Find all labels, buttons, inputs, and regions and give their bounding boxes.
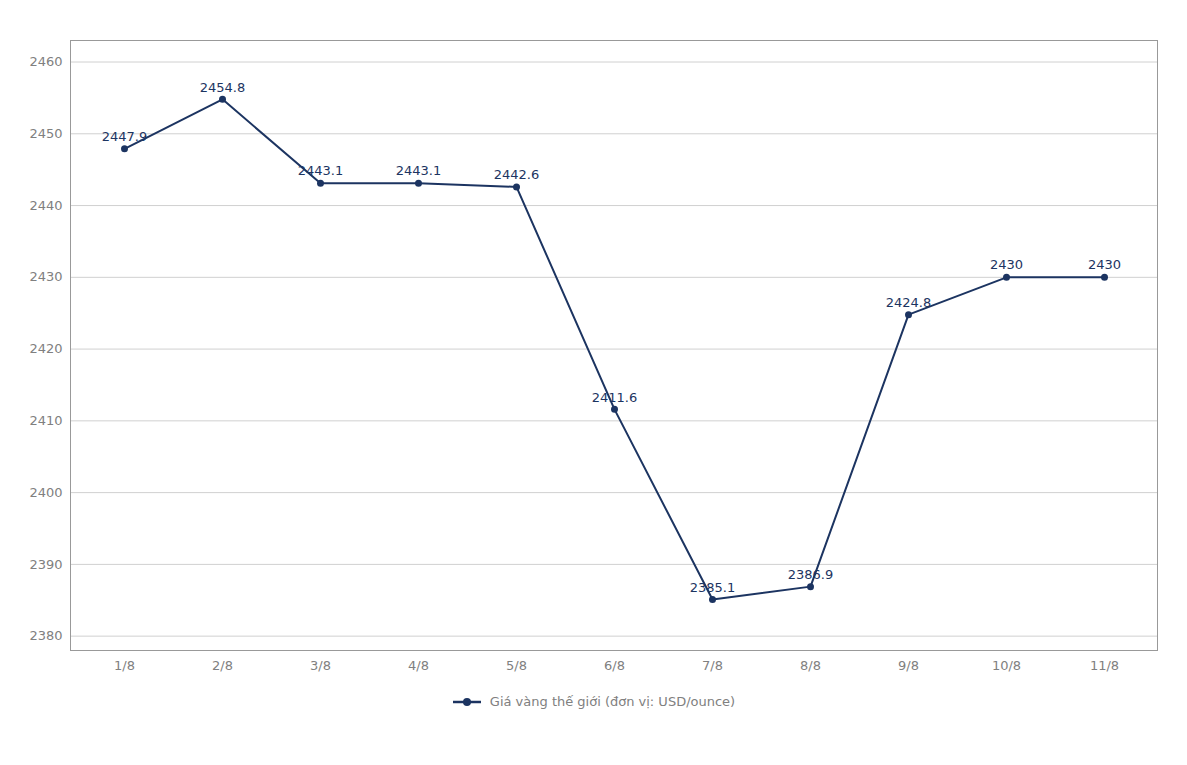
svg-text:2430: 2430 (990, 257, 1023, 272)
svg-text:2390: 2390 (29, 557, 62, 572)
svg-text:7/8: 7/8 (702, 658, 723, 673)
svg-text:2/8: 2/8 (212, 658, 233, 673)
svg-text:2447.9: 2447.9 (102, 129, 148, 144)
svg-text:1/8: 1/8 (114, 658, 135, 673)
svg-text:2385.1: 2385.1 (690, 580, 736, 595)
svg-text:2443.1: 2443.1 (396, 163, 442, 178)
svg-text:2410: 2410 (29, 413, 62, 428)
svg-text:2424.8: 2424.8 (886, 295, 932, 310)
svg-text:2460: 2460 (29, 54, 62, 69)
svg-text:2450: 2450 (29, 126, 62, 141)
svg-text:2454.8: 2454.8 (200, 80, 246, 95)
svg-text:2420: 2420 (29, 341, 62, 356)
svg-text:2380: 2380 (29, 628, 62, 643)
svg-text:6/8: 6/8 (604, 658, 625, 673)
svg-text:2400: 2400 (29, 485, 62, 500)
svg-text:4/8: 4/8 (408, 658, 429, 673)
svg-text:5/8: 5/8 (506, 658, 527, 673)
svg-text:8/8: 8/8 (800, 658, 821, 673)
svg-text:10/8: 10/8 (992, 658, 1021, 673)
svg-text:11/8: 11/8 (1090, 658, 1119, 673)
svg-text:2443.1: 2443.1 (298, 163, 344, 178)
svg-text:2442.6: 2442.6 (494, 167, 540, 182)
svg-text:3/8: 3/8 (310, 658, 331, 673)
svg-text:2430: 2430 (1088, 257, 1121, 272)
svg-text:9/8: 9/8 (898, 658, 919, 673)
svg-text:2440: 2440 (29, 198, 62, 213)
svg-text:2386.9: 2386.9 (788, 567, 834, 582)
svg-text:2411.6: 2411.6 (592, 390, 638, 405)
svg-text:2430: 2430 (29, 269, 62, 284)
html-text:Giá vàng thế giới (đơn vị: USD: Giá vàng thế giới (đơn vị: USD/ounce) (489, 694, 736, 709)
